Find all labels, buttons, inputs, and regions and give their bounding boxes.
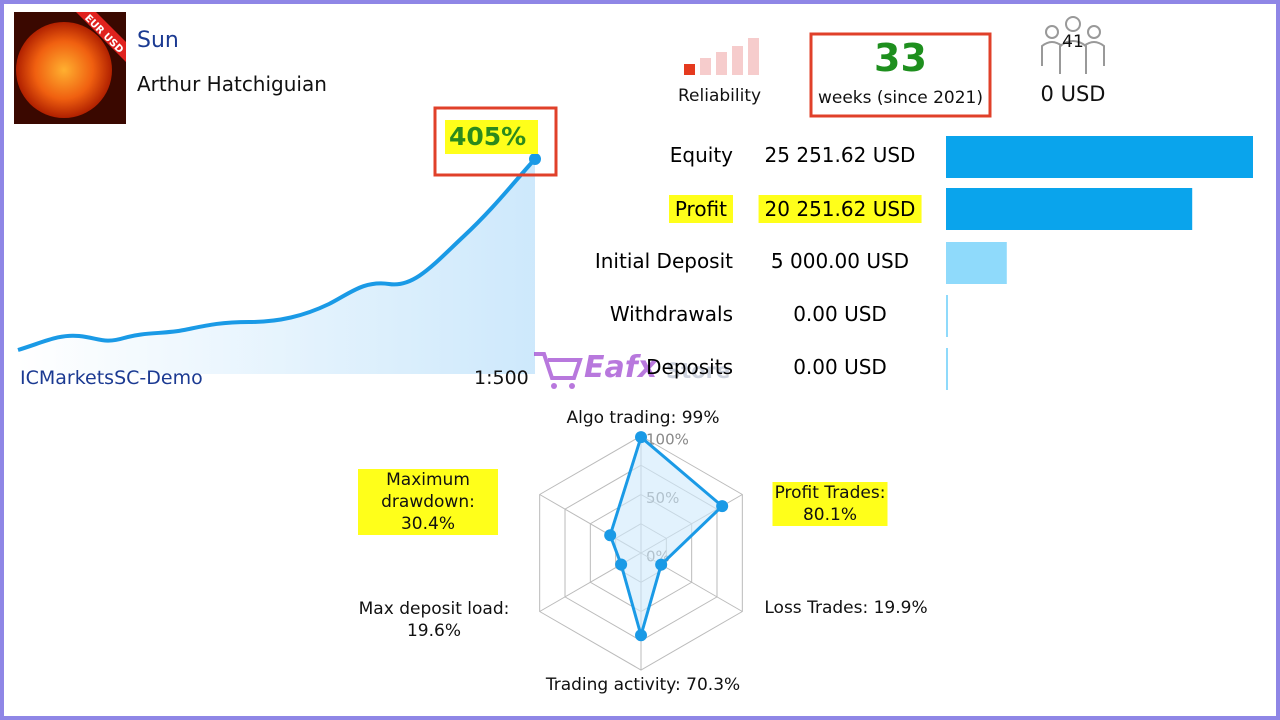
balance-bar (946, 188, 1193, 230)
watermark-brand: Eafx (584, 350, 658, 385)
radar-point (655, 558, 668, 571)
radar-axis-label: Trading activity: 70.3% (545, 675, 741, 695)
balance-bar (946, 242, 1007, 284)
balance-bar (946, 136, 1253, 178)
badge-ribbon (76, 12, 126, 62)
radar-axis-label: Loss Trades: 19.9% (764, 598, 928, 618)
growth-highlight (445, 120, 538, 154)
graphics: EUR USD 100%50%0% (14, 12, 1253, 671)
weeks-frame (809, 32, 992, 118)
sun-image (16, 22, 112, 118)
reliability-bar (732, 46, 743, 75)
row-amount: 5 000.00 USD (770, 249, 910, 273)
subscribers-icon (1041, 16, 1105, 74)
radar-axis-label: Algo trading: 99% (566, 408, 720, 428)
row-label: Equity (669, 143, 733, 167)
row-amount: 25 251.62 USD (764, 143, 916, 167)
row-label: Deposits (646, 355, 733, 379)
row-label: Profit (668, 195, 733, 223)
weeks-label: weeks (since 2021) (817, 88, 984, 108)
reliability-bar (748, 38, 759, 75)
radar-point (615, 558, 628, 571)
leverage: 1:500 (474, 367, 529, 389)
watermark-suffix: Store (666, 359, 731, 383)
reliability-bar (700, 58, 711, 75)
row-label: Initial Deposit (594, 249, 733, 273)
radar-axis-label: Maximum drawdown: 30.4% (358, 469, 498, 535)
row-label: Withdrawals (609, 302, 733, 326)
weeks-value: 33 (874, 36, 927, 80)
radar-point (716, 500, 729, 513)
balance-bars (946, 136, 1253, 390)
reliability-bar (716, 52, 727, 75)
growth-end (529, 153, 541, 165)
row-amount: 20 251.62 USD (758, 195, 922, 223)
growth-line (17, 157, 537, 352)
reliability-bar (684, 64, 695, 75)
row-amount: 0.00 USD (793, 302, 887, 326)
radar-point (635, 431, 647, 444)
radar-point (604, 529, 617, 542)
signal-name[interactable]: Sun (137, 28, 179, 53)
radar-tick-label: 100% (646, 431, 689, 449)
radar-area (608, 434, 725, 641)
radar-axis-label: Max deposit load: 19.6% (358, 599, 510, 641)
radar-point (635, 629, 647, 642)
growth-frame (433, 106, 558, 177)
growth-value: 405% (449, 122, 527, 151)
row-amount: 0.00 USD (793, 355, 887, 379)
server: ICMarketsSC-Demo (20, 367, 203, 389)
growth-area (18, 159, 535, 374)
radar-chart: 100%50%0% (539, 431, 743, 671)
radar-axis-label: Profit Trades: 80.1% (772, 482, 888, 526)
subscriber-funds: 0 USD (1040, 82, 1106, 106)
watermark-icon (534, 352, 583, 389)
reliability-label: Reliability (678, 86, 762, 106)
subscriber-count: 41 (1062, 32, 1084, 52)
author[interactable]: Arthur Hatchiguian (137, 72, 327, 96)
